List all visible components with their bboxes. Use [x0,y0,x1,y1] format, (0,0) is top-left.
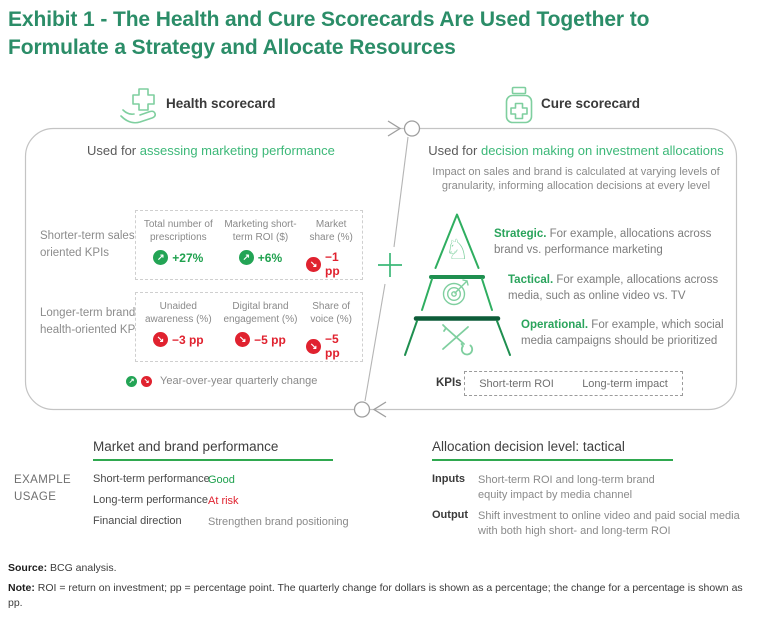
example-right-header: Allocation decision level: tactical [432,439,625,454]
divider-line [393,136,409,248]
scorecards-frame [24,127,738,411]
example-row-value: Shift investment to online video and pai… [478,510,740,537]
kpi-metric: Marketing short-term ROI ($) ↗ +6% [215,218,307,265]
kpi-item-short-term: Short-term ROI [479,377,554,390]
divider-line [364,283,386,402]
plus-icon [378,253,402,277]
kpi-name: Total number of prescriptions [143,219,213,243]
used-for-prefix: Used for [428,143,481,158]
trend-up-icon: ↗ [126,375,137,387]
example-row-label: Inputs [432,473,465,485]
trend-down-icon: ↘ [152,332,168,347]
tools-icon [442,324,474,356]
used-for-prefix: Used for [87,143,140,158]
flow-arrow-left-icon [372,401,387,418]
level-name: Strategic. [494,228,547,240]
kpis-label: KPIs [436,377,462,389]
trend-legend: ↗ ↘ Year-over-year quarterly change [126,375,317,387]
level-strategic: Strategic. For example, allocations acro… [494,227,732,258]
connector-circle-bottom [353,401,371,418]
kpi-name: Share of voice (%) [310,301,352,325]
kpi-value: −5 pp [254,332,286,347]
kpi-name: Unaided awareness (%) [144,301,212,325]
trend-down-icon: ↘ [235,332,251,347]
kpi-metric: Share of voice (%) ↘ −5 pp [306,300,356,360]
source-text: BCG analysis. [47,562,117,574]
level-desc: For example, allocations across media, s… [508,274,719,302]
kpi-value: −5 pp [325,332,340,360]
kpi-name: Marketing short-term ROI ($) [224,219,297,243]
connector-circle-top [403,120,421,137]
source-line: Source: BCG analysis. [8,561,760,576]
note-line: Note: ROI = return on investment; pp = p… [8,581,760,611]
kpi-box-sales: Total number of prescriptions ↗ +27% Mark… [135,210,363,280]
health-used-for: Used for assessing marketing performance [87,143,335,158]
note-label: Note: [8,582,35,594]
kpi-value: +27% [172,250,204,265]
kpi-value: −1 pp [325,250,340,278]
example-row-value: Good [208,474,235,486]
cure-used-for: Used for decision making on investment a… [413,143,739,158]
example-row-label: Output [432,509,469,521]
flow-arrow-right-icon [387,120,402,137]
kpi-value: +6% [257,250,283,265]
level-name: Tactical. [508,274,554,286]
kpi-row-label-sales: Shorter-term sales-oriented KPIs [40,230,139,259]
level-operational: Operational. For example, which social m… [521,318,749,349]
page-title: Exhibit 1 - The Health and Cure Scorecar… [8,8,650,59]
kpi-box-brand: Unaided awareness (%) ↘ −3 pp Digital bra… [135,292,363,362]
green-underline [432,459,673,461]
used-for-highlight: assessing marketing performance [139,143,335,158]
knight-icon: ♘ [444,233,469,266]
trend-down-icon: ↘ [141,375,152,387]
example-row-value: Short-term ROI and long-term brand equit… [478,474,655,501]
source-label: Source: [8,562,48,574]
example-row-label: Financial direction [93,515,182,527]
health-scorecard-label: Health scorecard [166,96,276,111]
kpi-metric: Digital brand engagement (%) ↘ −5 pp [215,300,307,347]
kpis-box: Short-term ROI Long-term impact [464,371,683,396]
kpi-metric: Total number of prescriptions ↗ +27% [142,218,215,265]
example-row-value: At risk [208,495,239,507]
kpi-value: −3 pp [171,332,204,347]
kpi-item-long-term: Long-term impact [582,377,668,390]
example-usage-label: EXAMPLE USAGE [14,474,72,504]
level-tactical: Tactical. For example, allocations acros… [508,273,736,304]
kpi-name: Market share (%) [309,219,353,243]
legend-text: Year-over-year quarterly change [160,375,318,387]
cure-scorecard-label: Cure scorecard [541,96,641,111]
used-for-highlight: decision making on investment allocation… [480,143,724,158]
target-icon [442,279,469,306]
trend-up-icon: ↗ [153,250,169,265]
example-row-label: Short-term performance [93,473,210,485]
level-desc: For example, allocations across brand vs… [494,228,712,256]
example-left-header: Market and brand performance [93,439,279,454]
kpi-metric: Unaided awareness (%) ↘ −3 pp [142,300,215,347]
kpi-row-label-brand: Longer-term brand health-oriented KPIs [40,307,145,336]
level-name: Operational. [521,319,589,331]
example-row-value: Strengthen brand positioning [208,516,349,528]
green-underline [93,459,333,461]
kpi-name: Digital brand engagement (%) [223,301,298,325]
level-desc: For example, which social media campaign… [521,319,724,347]
hand-with-cross-icon [120,88,156,124]
trend-up-icon: ↗ [238,250,254,265]
trend-down-icon: ↘ [306,256,321,272]
trend-down-icon: ↘ [306,338,321,354]
pyramid [404,213,511,356]
note-text: ROI = return on investment; pp = percent… [8,582,743,610]
cure-subtitle: Impact on sales and brand is calculated … [432,166,720,192]
kpi-metric: Market share (%) ↘ −1 pp [306,218,356,278]
pill-bottle-icon [505,86,533,124]
example-row-label: Long-term performance [93,494,208,506]
